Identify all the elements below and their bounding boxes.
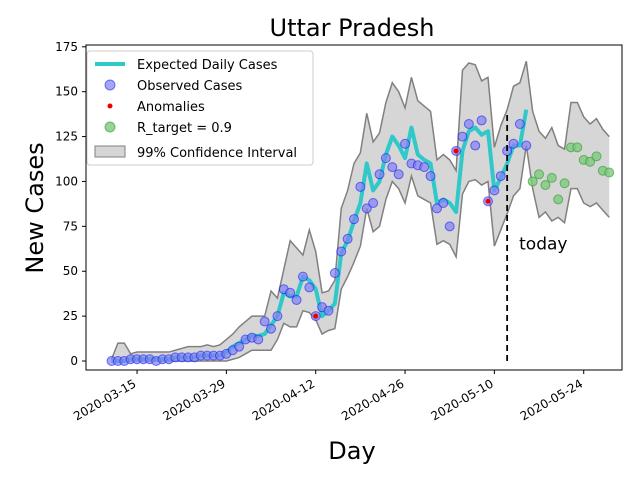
observed-point bbox=[419, 162, 430, 173]
observed-point bbox=[336, 246, 347, 257]
observed-point bbox=[374, 169, 385, 180]
target-point bbox=[527, 176, 538, 187]
today-annotation: today bbox=[519, 235, 567, 255]
y-tick-label: 25 bbox=[63, 309, 78, 323]
observed-point bbox=[438, 198, 449, 209]
legend-item-anomalies: Anomalies bbox=[107, 100, 205, 115]
y-tick-label: 150 bbox=[55, 85, 78, 99]
legend-ci-swatch bbox=[94, 145, 126, 158]
target-point bbox=[553, 194, 564, 205]
legend-item-target: R_target = 0.9 bbox=[104, 121, 232, 136]
legend-item-ci: 99% Confidence Interval bbox=[94, 145, 297, 161]
y-tick-label: 125 bbox=[55, 130, 78, 144]
axes-frame bbox=[85, 44, 623, 371]
target-point bbox=[546, 172, 557, 183]
observed-point bbox=[457, 131, 468, 142]
target-point bbox=[591, 151, 602, 162]
observed-point bbox=[508, 138, 519, 149]
observed-point bbox=[361, 203, 372, 214]
legend-label-ci: 99% Confidence Interval bbox=[137, 146, 297, 161]
observed-point bbox=[425, 171, 436, 182]
observed-point bbox=[489, 185, 500, 196]
observed-point bbox=[380, 153, 391, 164]
observed-point bbox=[400, 138, 411, 149]
target-point bbox=[604, 167, 615, 178]
observed-point bbox=[349, 214, 359, 225]
observed-point bbox=[259, 316, 270, 327]
anomaly-point bbox=[485, 198, 491, 204]
target-point bbox=[572, 142, 583, 153]
ci-band bbox=[111, 61, 610, 362]
observed-point bbox=[463, 119, 474, 130]
observed-point bbox=[368, 198, 379, 209]
target-point bbox=[559, 178, 570, 189]
anomaly-point bbox=[453, 148, 459, 154]
observed-point bbox=[297, 271, 308, 282]
anomaly-point bbox=[313, 313, 319, 319]
observed-point bbox=[291, 294, 302, 305]
y-tick-label: 100 bbox=[55, 174, 78, 188]
legend-label-anomalies: Anomalies bbox=[137, 100, 205, 115]
y-tick-label: 175 bbox=[55, 40, 78, 54]
target-point bbox=[534, 169, 545, 180]
legend-observed-swatch bbox=[104, 79, 116, 91]
legend-target-swatch bbox=[104, 121, 116, 133]
observed-point bbox=[234, 341, 245, 352]
legend-item-observed: Observed Cases bbox=[104, 79, 242, 94]
chart-title: Uttar Pradesh bbox=[270, 14, 435, 42]
observed-point bbox=[342, 233, 353, 244]
observed-point bbox=[476, 115, 487, 126]
ci-upper-line bbox=[110, 60, 610, 360]
x-axis-title: Day bbox=[328, 437, 375, 465]
y-tick-label: 0 bbox=[70, 354, 78, 368]
target-point bbox=[585, 156, 596, 167]
observed-point bbox=[387, 162, 398, 173]
observed-point bbox=[514, 119, 525, 130]
observed-point bbox=[431, 203, 442, 214]
observed-point bbox=[495, 171, 506, 182]
observed-point bbox=[329, 268, 340, 279]
y-axis-title: New Cases bbox=[21, 142, 49, 273]
legend-label-target: R_target = 0.9 bbox=[137, 121, 232, 136]
observed-point bbox=[355, 181, 366, 192]
observed-point bbox=[323, 305, 334, 316]
legend: Expected Daily Cases Observed Cases Anom… bbox=[86, 50, 314, 166]
observed-point bbox=[253, 334, 264, 345]
observed-point bbox=[272, 311, 283, 322]
target-point bbox=[540, 180, 551, 191]
legend-anomaly-swatch bbox=[107, 103, 113, 109]
observed-point bbox=[285, 287, 296, 298]
observed-point bbox=[470, 140, 481, 151]
legend-item-expected: Expected Daily Cases bbox=[95, 58, 278, 73]
observed-point bbox=[304, 282, 315, 293]
legend-label-observed: Observed Cases bbox=[137, 79, 242, 94]
observed-point bbox=[444, 221, 455, 232]
observed-point bbox=[266, 323, 277, 334]
y-tick-label: 50 bbox=[63, 264, 78, 278]
observed-point bbox=[521, 140, 532, 151]
observed-point bbox=[393, 169, 404, 180]
legend-frame bbox=[86, 50, 314, 166]
y-tick-label: 75 bbox=[63, 219, 78, 233]
legend-label-expected: Expected Daily Cases bbox=[137, 58, 278, 73]
